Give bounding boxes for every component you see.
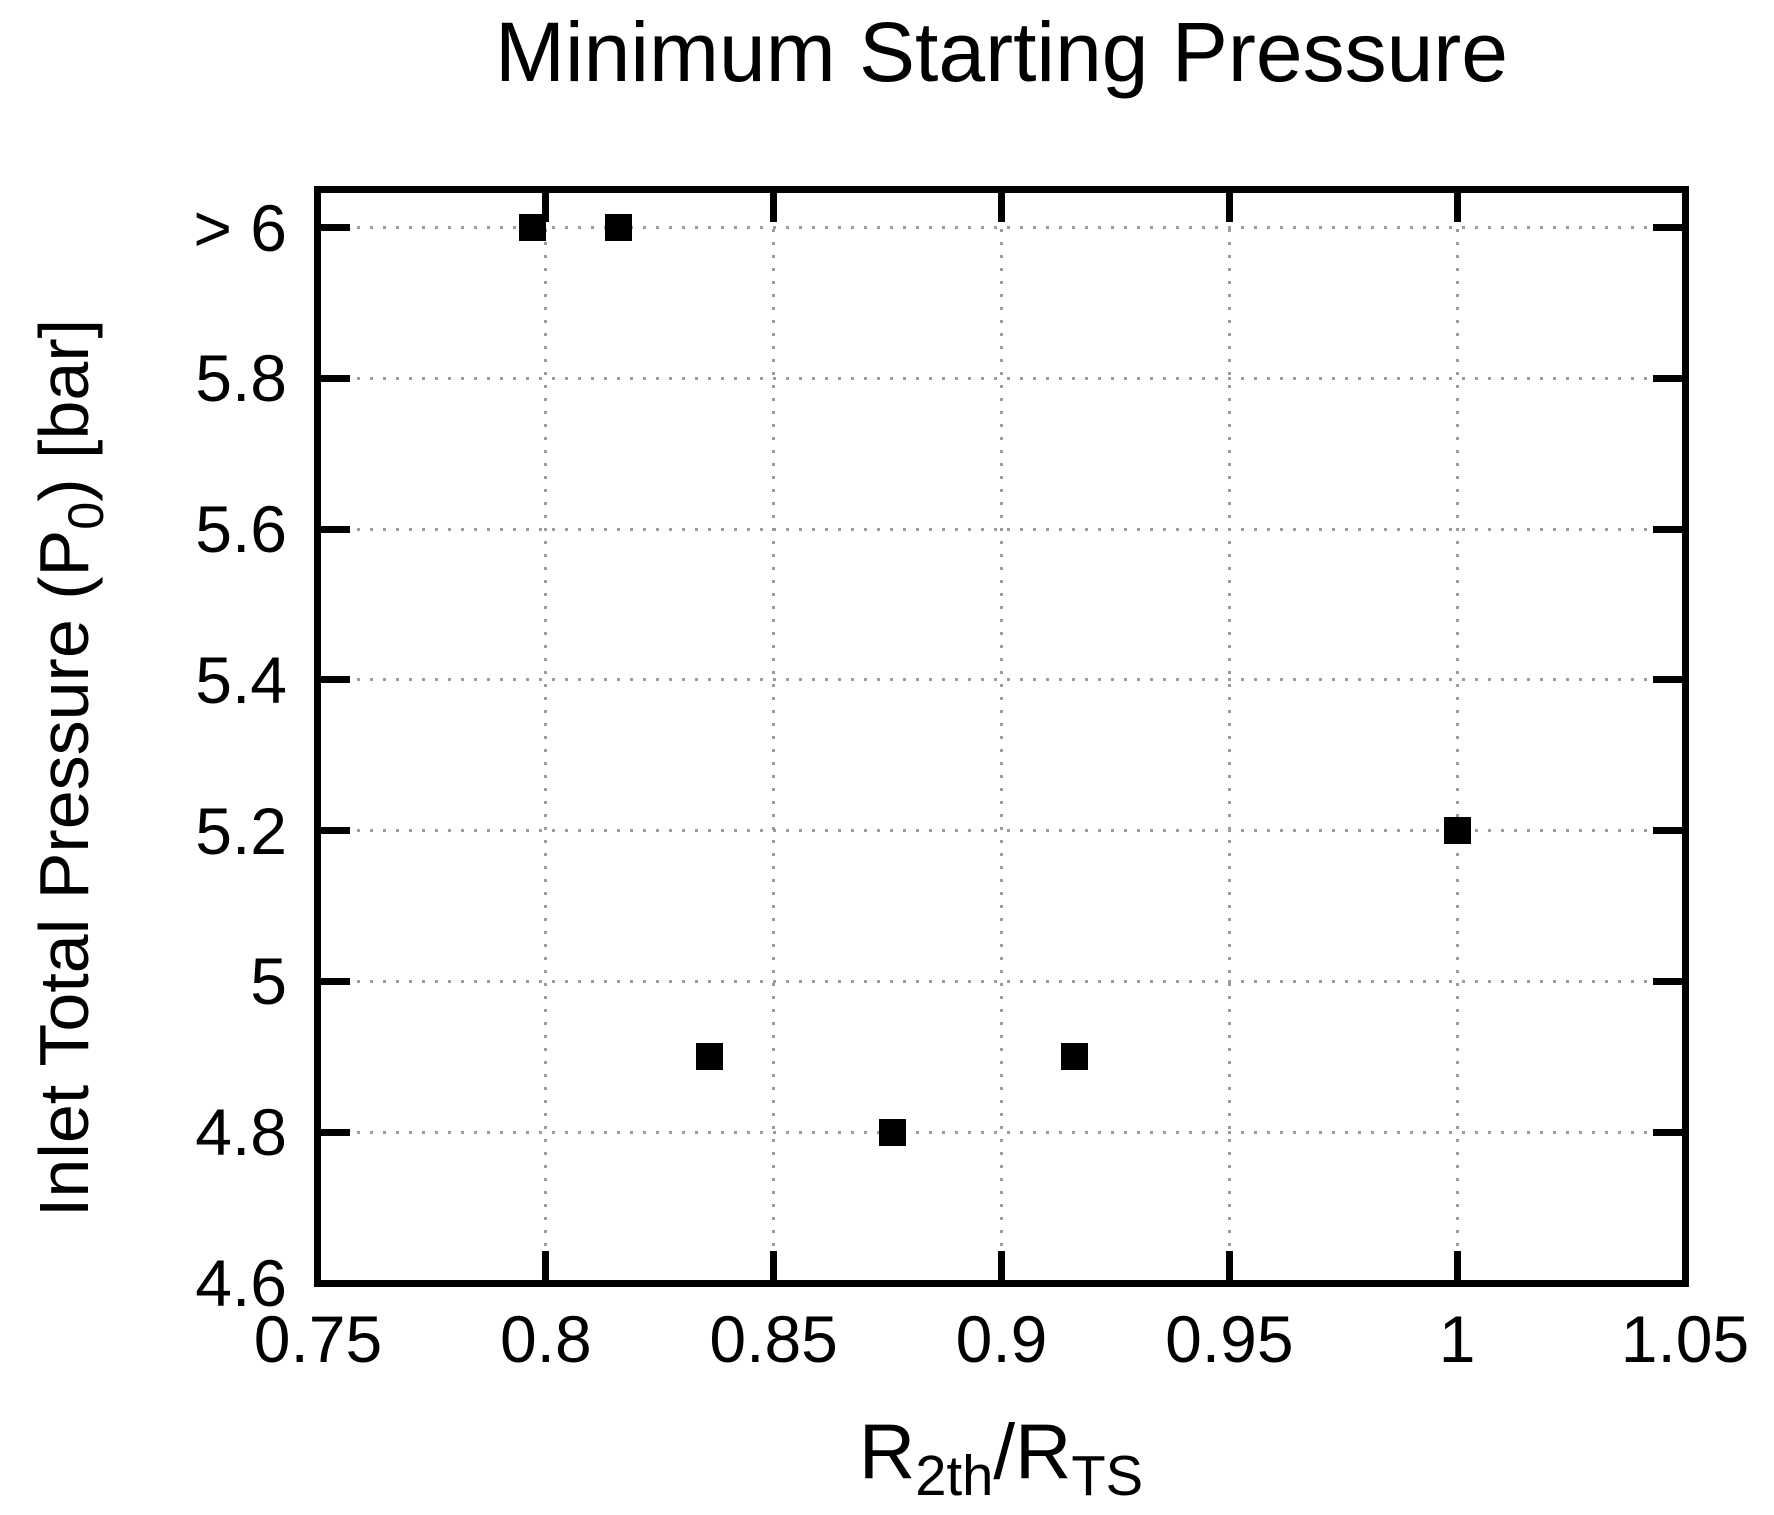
y-tick-mark bbox=[318, 374, 350, 382]
x-tick-mark bbox=[542, 1251, 550, 1283]
y-tick-mark bbox=[1653, 676, 1685, 684]
y-tick-mark bbox=[1653, 1128, 1685, 1136]
x-axis-label: R2th/RTS bbox=[858, 1407, 1143, 1504]
x-axis-label-base2: /R bbox=[993, 1407, 1072, 1496]
x-tick-label: 0.75 bbox=[253, 1302, 383, 1376]
y-tick-label: 4.6 bbox=[195, 1246, 287, 1320]
y-tick-label: 5 bbox=[250, 944, 287, 1019]
y-tick-mark bbox=[318, 224, 350, 232]
y-tick-label: 5.4 bbox=[195, 642, 287, 717]
x-tick-label: 0.9 bbox=[955, 1302, 1048, 1376]
y-gridline bbox=[318, 1130, 1685, 1134]
x-tick-label: 1 bbox=[1438, 1302, 1476, 1376]
x-tick-mark bbox=[1453, 190, 1461, 222]
x-tick-mark bbox=[542, 190, 550, 222]
y-gridline bbox=[318, 376, 1685, 380]
y-tick-mark bbox=[1653, 525, 1685, 533]
x-gridline bbox=[1455, 190, 1459, 1283]
x-tick-mark bbox=[1225, 1251, 1233, 1283]
y-gridline bbox=[318, 678, 1685, 682]
y-tick-mark bbox=[318, 827, 350, 835]
y-gridline bbox=[318, 829, 1685, 833]
y-gridline bbox=[318, 979, 1685, 983]
x-gridline bbox=[1227, 190, 1231, 1283]
data-point bbox=[1060, 1043, 1088, 1071]
x-tick-label: 1.05 bbox=[1620, 1302, 1750, 1376]
y-tick-mark bbox=[318, 977, 350, 985]
x-tick-label: 0.95 bbox=[1165, 1302, 1294, 1376]
x-tick-mark bbox=[998, 1251, 1005, 1283]
x-axis-label-sub2: TS bbox=[1071, 1444, 1144, 1508]
x-tick-mark bbox=[1225, 190, 1233, 222]
y-tick-mark bbox=[1653, 977, 1685, 985]
x-tick-mark bbox=[770, 190, 778, 222]
chart-title: Minimum Starting Pressure bbox=[495, 5, 1508, 99]
y-tick-mark bbox=[1653, 224, 1685, 232]
data-point bbox=[878, 1118, 906, 1146]
y-tick-label: 4.8 bbox=[195, 1095, 287, 1170]
y-tick-mark bbox=[1653, 374, 1685, 382]
x-tick-label: 0.85 bbox=[709, 1302, 838, 1376]
data-point bbox=[1443, 817, 1471, 845]
y-tick-label: 5.2 bbox=[195, 793, 287, 868]
x-tick-mark bbox=[998, 190, 1005, 222]
x-axis-label-sub1: 2th bbox=[915, 1444, 994, 1508]
x-gridline bbox=[1000, 190, 1003, 1283]
y-gridline bbox=[318, 527, 1685, 531]
data-point bbox=[696, 1043, 724, 1071]
data-point bbox=[518, 214, 546, 242]
y-tick-mark bbox=[318, 525, 350, 533]
y-tick-mark bbox=[1653, 827, 1685, 835]
y-tick-label: 5.6 bbox=[195, 492, 287, 567]
y-tick-label: 5.8 bbox=[195, 341, 287, 416]
x-tick-mark bbox=[770, 1251, 778, 1283]
data-point bbox=[605, 214, 633, 242]
plot-area bbox=[314, 186, 1689, 1287]
y-axis-label: Inlet Total Pressure (P0) [bar] bbox=[24, 319, 114, 1217]
y-gridline bbox=[318, 226, 1685, 230]
x-gridline bbox=[772, 190, 776, 1283]
x-gridline bbox=[544, 190, 548, 1283]
x-axis-label-base1: R bbox=[858, 1407, 916, 1496]
y-tick-mark bbox=[318, 1128, 350, 1136]
x-tick-mark bbox=[1453, 1251, 1461, 1283]
y-tick-mark bbox=[318, 676, 350, 684]
y-tick-label: > 6 bbox=[193, 190, 287, 265]
x-tick-label: 0.8 bbox=[499, 1302, 592, 1376]
